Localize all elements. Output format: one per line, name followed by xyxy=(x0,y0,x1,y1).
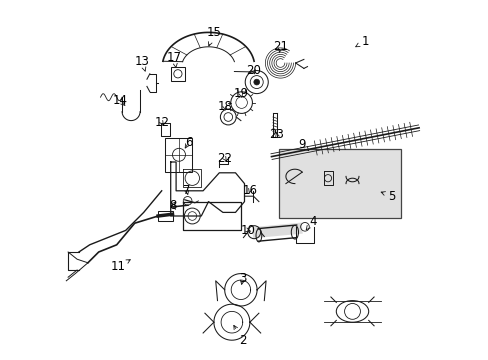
Text: 20: 20 xyxy=(245,64,261,77)
Text: 6: 6 xyxy=(184,136,192,149)
Text: 7: 7 xyxy=(183,184,190,197)
Bar xyxy=(158,211,173,221)
Text: 18: 18 xyxy=(217,100,232,113)
Text: 8: 8 xyxy=(168,199,176,212)
Text: 12: 12 xyxy=(154,116,169,129)
Text: 10: 10 xyxy=(240,224,255,237)
Text: 17: 17 xyxy=(166,51,182,68)
Text: 1: 1 xyxy=(355,35,368,48)
Circle shape xyxy=(253,79,259,85)
Text: 21: 21 xyxy=(272,40,287,53)
Text: 22: 22 xyxy=(217,152,232,165)
Text: 3: 3 xyxy=(239,273,246,285)
Text: 14: 14 xyxy=(113,94,127,107)
Text: 23: 23 xyxy=(269,129,284,141)
Bar xyxy=(278,149,400,218)
Text: 11: 11 xyxy=(111,260,130,273)
Text: 4: 4 xyxy=(305,215,316,230)
Text: 16: 16 xyxy=(242,184,257,197)
Bar xyxy=(165,138,192,172)
Text: 2: 2 xyxy=(233,325,246,347)
Text: 9: 9 xyxy=(298,138,308,151)
Bar xyxy=(171,67,184,81)
Text: 13: 13 xyxy=(134,55,149,71)
Text: 19: 19 xyxy=(233,87,248,100)
Text: 5: 5 xyxy=(380,190,395,203)
Text: 15: 15 xyxy=(206,26,221,46)
